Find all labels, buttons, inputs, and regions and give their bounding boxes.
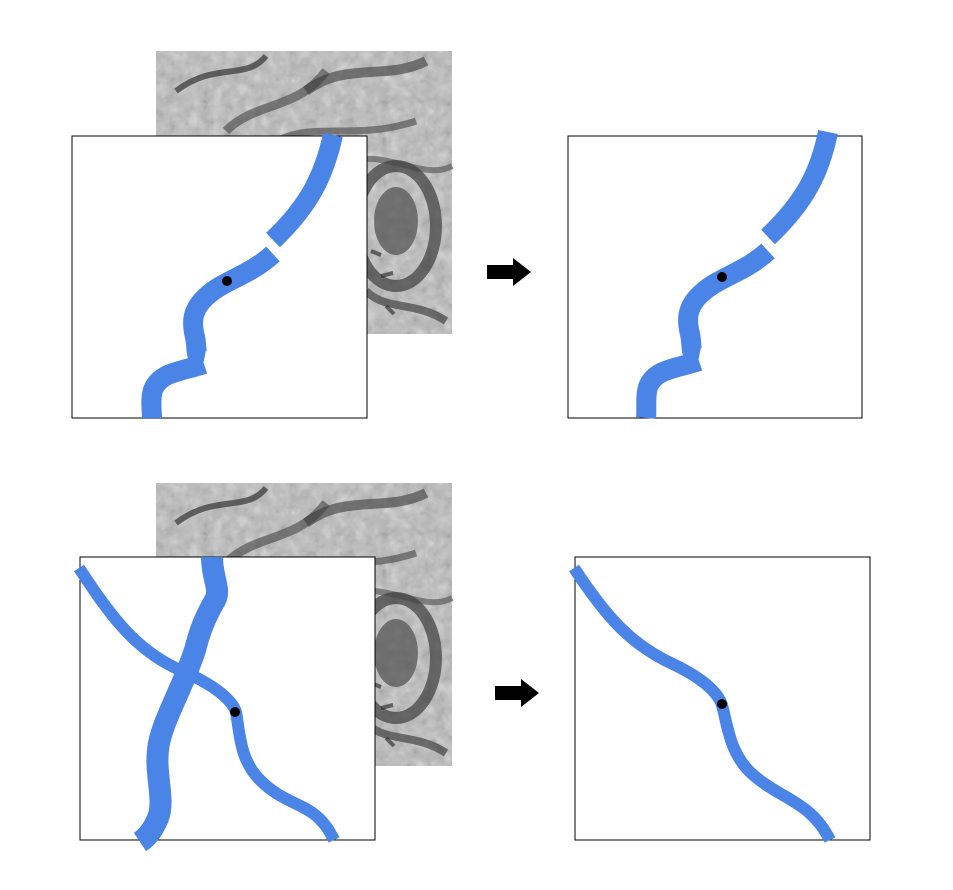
right-arrow-icon xyxy=(487,258,531,286)
seed-marker-2-input xyxy=(230,707,240,717)
seed-marker-1-input xyxy=(222,276,232,286)
neurite-segment-main-input xyxy=(141,132,343,419)
row-1 xyxy=(71,51,863,419)
input-panel-1 xyxy=(71,132,368,419)
output-panel-2 xyxy=(568,556,871,843)
row-2 xyxy=(73,483,871,852)
seed-marker-1-output xyxy=(717,272,727,282)
input-panel-2 xyxy=(73,556,376,852)
neurite-segment-vertical-input xyxy=(133,556,229,852)
output-panel-1 xyxy=(567,129,863,419)
arrow-2 xyxy=(495,679,539,707)
neurite-segment-main-output xyxy=(636,129,838,419)
seed-marker-2-output xyxy=(717,699,727,709)
arrow-1 xyxy=(487,258,531,286)
right-arrow-icon xyxy=(495,679,539,707)
